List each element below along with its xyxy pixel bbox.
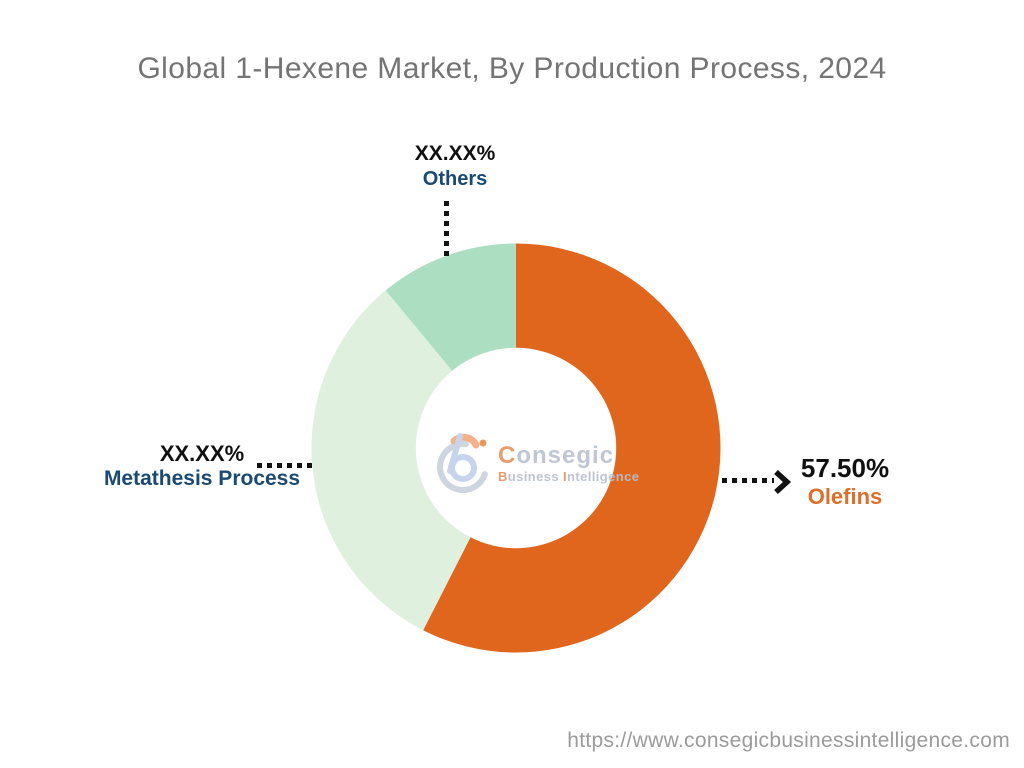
metathesis-name-label: Metathesis Process: [103, 467, 301, 490]
donut-chart: [311, 243, 721, 653]
consegic-logo-text: Consegic Business Intelligence: [498, 442, 640, 484]
callout-olefins: 57.50% Olefins: [792, 454, 898, 512]
others-name-label: Others: [422, 168, 488, 190]
others-value-label: XX.XX%: [414, 142, 496, 165]
others-connector-line: [444, 201, 449, 257]
logo-tagline: Business Intelligence: [498, 469, 640, 484]
consegic-logo-icon: [437, 433, 489, 493]
metathesis-value-label: XX.XX%: [159, 441, 245, 466]
donut-segment-metathesis-process: [311, 290, 471, 631]
source-url-link[interactable]: https://www.consegicbusinessintelligence…: [567, 729, 1010, 752]
consegic-logo: Consegic Business Intelligence: [433, 424, 639, 498]
donut-segment-others: [385, 243, 516, 371]
olefins-value-label: 57.50%: [800, 453, 890, 483]
logo-brand-name: Consegic: [498, 442, 615, 469]
olefins-arrowhead-icon: [774, 469, 792, 495]
metathesis-connector-line: [257, 463, 312, 468]
callout-others: XX.XX% Others: [375, 141, 535, 191]
olefins-connector-line: [722, 478, 774, 483]
donut-segment-olefins: [423, 243, 721, 653]
callout-metathesis-process: XX.XX% Metathesis Process: [87, 441, 317, 492]
chart-title: Global 1-Hexene Market, By Production Pr…: [137, 52, 887, 85]
olefins-name-label: Olefins: [807, 484, 883, 509]
